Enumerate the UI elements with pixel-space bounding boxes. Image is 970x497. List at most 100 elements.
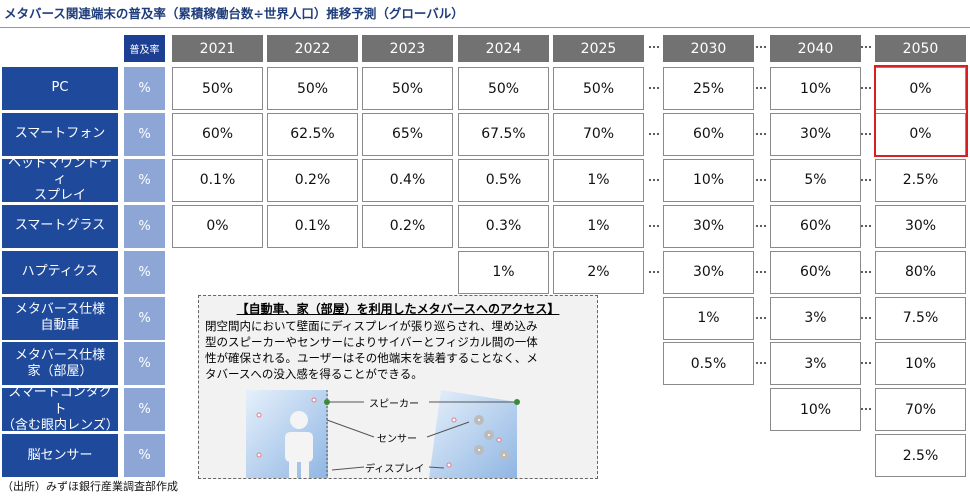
value-cell: 10% xyxy=(663,158,754,202)
year-header: 2024 xyxy=(458,35,549,62)
value-cell: 50% xyxy=(458,67,549,110)
row-label: PC xyxy=(2,67,118,110)
title-rule xyxy=(0,27,970,28)
value-cell: 3% xyxy=(770,342,861,386)
value-cell: 62.5% xyxy=(267,112,358,156)
value-cell: 50% xyxy=(172,67,263,110)
callout: 【自動車、家（部屋）を利用したメタバースへのアクセス】 閉空間内において壁面にデ… xyxy=(198,295,598,479)
ellipsis xyxy=(860,86,872,90)
row-label: ヘッドマウントディ スプレイ xyxy=(2,156,118,203)
value-cell: 1% xyxy=(458,250,549,294)
label-speaker: スピーカー xyxy=(369,399,419,410)
value-cell: 2% xyxy=(553,250,644,294)
value-cell: 5% xyxy=(770,158,861,202)
value-cell: 30% xyxy=(663,204,754,248)
ellipsis xyxy=(755,45,767,49)
ellipsis xyxy=(648,177,660,182)
ellipsis xyxy=(648,269,660,274)
value-cell: 60% xyxy=(172,112,263,156)
highlight-box xyxy=(874,65,968,157)
value-cell: 0.5% xyxy=(663,342,754,386)
row-unit: % xyxy=(124,158,165,202)
row-unit: % xyxy=(124,204,165,248)
value-cell: 10% xyxy=(770,388,861,432)
ellipsis xyxy=(755,177,767,182)
value-cell: 60% xyxy=(770,204,861,248)
ellipsis xyxy=(860,45,872,49)
value-cell: 10% xyxy=(875,342,966,386)
year-header: 2022 xyxy=(267,35,358,62)
ellipsis xyxy=(860,131,872,136)
value-cell: 0% xyxy=(875,112,966,156)
row-label: メタバース仕様 家（部屋） xyxy=(2,342,118,386)
row-unit: % xyxy=(124,112,165,156)
value-cell: 60% xyxy=(663,112,754,156)
ellipsis xyxy=(860,315,872,320)
value-cell: 0% xyxy=(875,67,966,110)
label-display: ディスプレイ xyxy=(365,464,425,475)
ellipsis xyxy=(860,223,872,228)
value-cell: 1% xyxy=(553,204,644,248)
ellipsis xyxy=(860,177,872,182)
year-header: 2025 xyxy=(553,35,644,62)
row-label: スマートコンタクト （含む眼内レンズ） xyxy=(2,385,119,433)
row-unit: % xyxy=(124,296,165,340)
value-cell: 0.2% xyxy=(362,204,453,248)
value-cell: 25% xyxy=(663,67,754,110)
row-unit: % xyxy=(124,434,165,478)
ellipsis xyxy=(648,86,660,90)
value-cell: 0.3% xyxy=(458,204,549,248)
ellipsis xyxy=(755,269,767,274)
row-unit: % xyxy=(124,342,165,386)
row-unit: % xyxy=(124,67,165,110)
ellipsis xyxy=(755,361,767,366)
row-label: 脳センサー xyxy=(2,434,118,478)
callout-body: 閉空間内において壁面にディスプレイが張り巡らされ、埋め込み 型のスピーカーやセン… xyxy=(205,319,538,381)
value-cell: 0.4% xyxy=(362,158,453,202)
source: （出所）みずほ銀行産業調査部作成 xyxy=(2,480,178,493)
callout-title: 【自動車、家（部屋）を利用したメタバースへのアクセス】 xyxy=(236,302,560,316)
value-cell: 10% xyxy=(770,67,861,110)
title: メタバース関連端末の普及率（累積稼働台数÷世界人口）推移予測（グローバル） xyxy=(4,6,464,21)
value-cell: 50% xyxy=(267,67,358,110)
value-cell: 0.1% xyxy=(267,204,358,248)
year-header: 2050 xyxy=(875,35,966,62)
value-cell: 70% xyxy=(875,388,966,432)
value-cell: 0.1% xyxy=(172,158,263,202)
ellipsis xyxy=(648,131,660,136)
row-label: メタバース仕様 自動車 xyxy=(2,296,118,340)
year-header: 2030 xyxy=(663,35,754,62)
value-cell: 50% xyxy=(553,67,644,110)
value-cell: 30% xyxy=(875,204,966,248)
year-header: 2023 xyxy=(362,35,453,62)
year-header: 2040 xyxy=(770,35,861,62)
row-label: ハプティクス xyxy=(2,250,118,294)
row-label: スマートフォン xyxy=(2,112,118,156)
ellipsis xyxy=(648,223,660,228)
row-unit: % xyxy=(124,250,165,294)
value-cell: 1% xyxy=(663,296,754,340)
value-cell: 60% xyxy=(770,250,861,294)
row-label: スマートグラス xyxy=(2,204,118,248)
value-cell: 65% xyxy=(362,112,453,156)
value-cell: 50% xyxy=(362,67,453,110)
value-cell: 70% xyxy=(553,112,644,156)
ellipsis xyxy=(755,86,767,90)
value-cell: 2.5% xyxy=(875,158,966,202)
value-cell: 3% xyxy=(770,296,861,340)
value-cell: 1% xyxy=(553,158,644,202)
illustration xyxy=(246,390,520,478)
ellipsis xyxy=(755,315,767,320)
year-header: 2021 xyxy=(172,35,263,62)
value-cell: 67.5% xyxy=(458,112,549,156)
header-label: 普及率 xyxy=(124,35,165,62)
ellipsis xyxy=(860,407,872,412)
value-cell: 0.5% xyxy=(458,158,549,202)
value-cell: 7.5% xyxy=(875,296,966,340)
row-unit: % xyxy=(124,388,165,432)
value-cell: 30% xyxy=(663,250,754,294)
label-sensor: センサー xyxy=(377,434,417,445)
ellipsis xyxy=(860,269,872,274)
value-cell: 0.2% xyxy=(267,158,358,202)
